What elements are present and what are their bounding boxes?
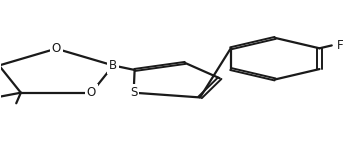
Text: S: S	[130, 86, 137, 99]
Text: F: F	[337, 39, 344, 52]
Text: O: O	[87, 86, 96, 99]
Text: B: B	[109, 59, 117, 72]
Text: O: O	[52, 42, 61, 55]
